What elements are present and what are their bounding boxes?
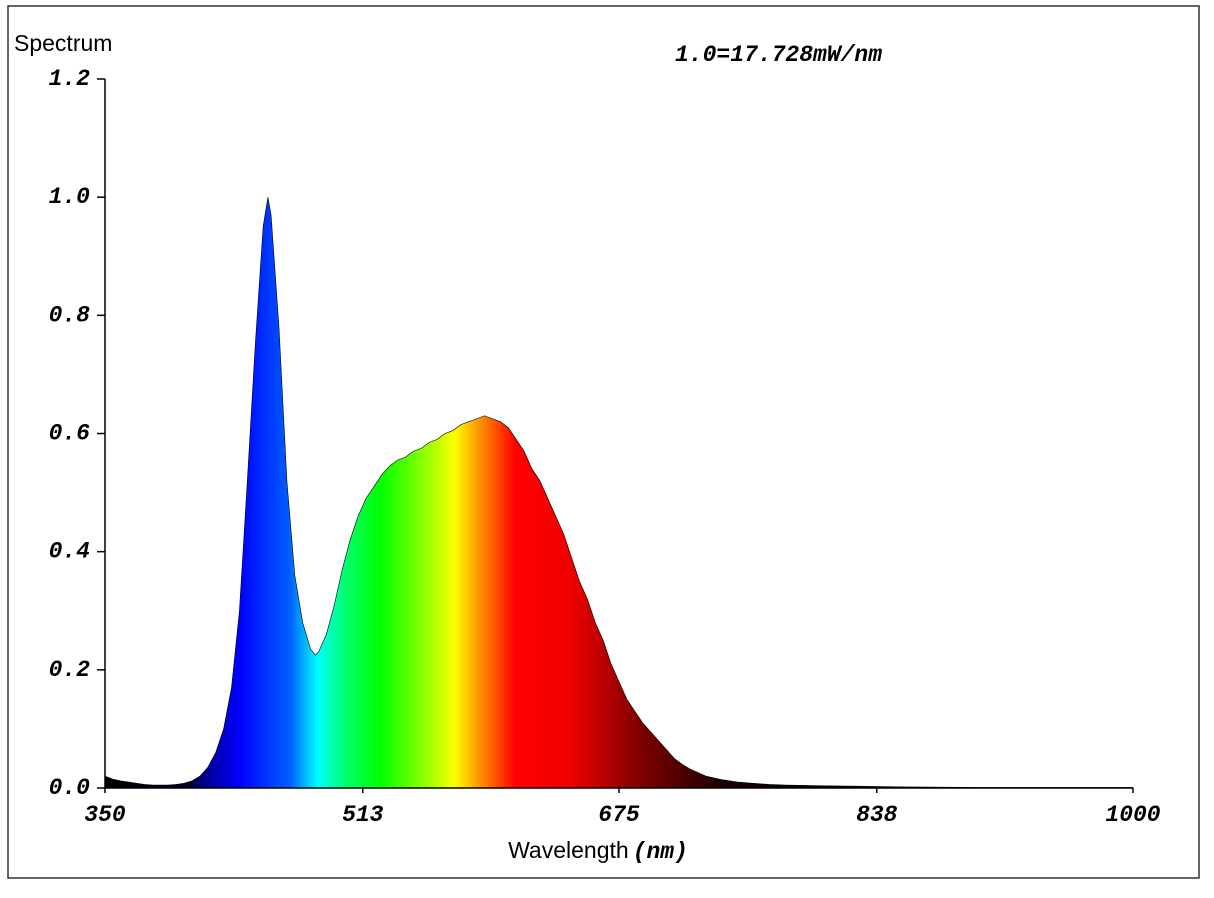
x-tick-label: 1000 <box>1105 802 1160 828</box>
y-tick-label: 0.4 <box>49 539 91 565</box>
y-tick-label: 1.2 <box>49 66 91 92</box>
y-axis-title: Spectrum <box>14 30 112 56</box>
y-tick-label: 0.0 <box>49 775 91 801</box>
y-tick-label: 0.2 <box>49 657 91 683</box>
y-tick-label: 1.0 <box>49 184 91 210</box>
frame <box>7 5 1200 879</box>
spectrum-area <box>104 197 1134 789</box>
plot-area <box>104 197 1134 789</box>
y-tick-label: 0.8 <box>49 302 91 328</box>
x-tick-label: 675 <box>598 802 640 828</box>
x-tick-label: 513 <box>342 802 384 828</box>
x-tick-label: 350 <box>84 802 126 828</box>
x-axis-unit: (nm) <box>633 839 688 865</box>
annotation: 1.0=17.728mW/nm <box>675 42 882 68</box>
y-tick-label: 0.6 <box>49 421 91 447</box>
x-tick-label: 838 <box>856 802 898 828</box>
x-axis-title-text: Wavelength <box>508 837 629 863</box>
x-axis-title: Wavelength (nm) <box>508 837 688 865</box>
